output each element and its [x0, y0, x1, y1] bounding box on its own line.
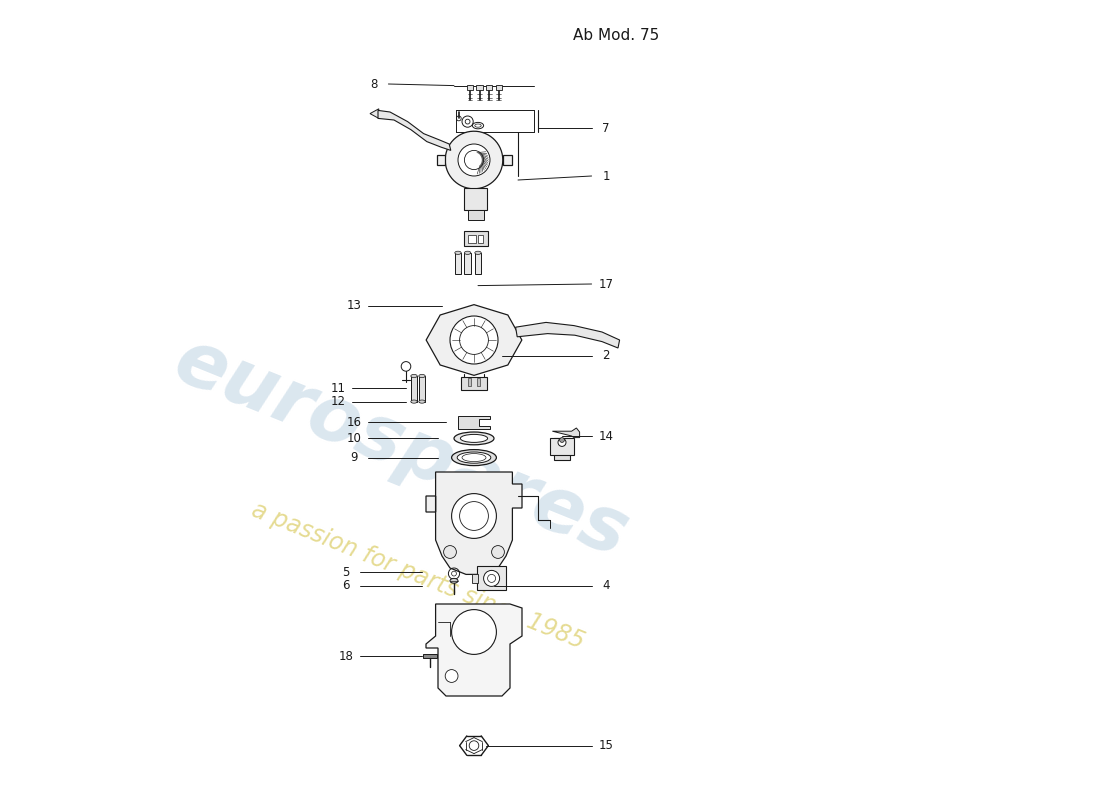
Polygon shape: [458, 416, 490, 429]
Circle shape: [443, 546, 456, 558]
Text: 5: 5: [342, 566, 350, 578]
Ellipse shape: [454, 251, 461, 254]
Bar: [461, 377, 487, 390]
Text: 12: 12: [330, 395, 345, 408]
Bar: [419, 376, 426, 402]
Text: a passion for parts since 1985: a passion for parts since 1985: [249, 498, 587, 654]
Ellipse shape: [464, 251, 471, 254]
Text: 13: 13: [346, 299, 362, 312]
Polygon shape: [378, 110, 451, 150]
Circle shape: [446, 670, 458, 682]
Circle shape: [560, 438, 564, 442]
Ellipse shape: [454, 432, 494, 445]
Text: 9: 9: [350, 451, 358, 464]
Bar: [472, 574, 478, 583]
Ellipse shape: [475, 251, 481, 254]
Text: 11: 11: [330, 382, 345, 394]
Ellipse shape: [419, 400, 426, 403]
Bar: [466, 85, 473, 90]
Ellipse shape: [558, 438, 566, 446]
Ellipse shape: [410, 374, 417, 378]
Bar: [463, 231, 487, 246]
Circle shape: [452, 610, 496, 654]
Text: 8: 8: [371, 78, 377, 90]
Polygon shape: [437, 155, 446, 165]
Circle shape: [452, 494, 496, 538]
Text: 15: 15: [598, 739, 614, 752]
Bar: [496, 85, 502, 90]
Bar: [422, 654, 437, 658]
Text: 7: 7: [603, 122, 609, 134]
Polygon shape: [552, 428, 580, 438]
Bar: [468, 235, 475, 243]
Bar: [464, 188, 487, 210]
Circle shape: [484, 570, 499, 586]
Bar: [477, 378, 481, 386]
Bar: [550, 438, 574, 455]
Polygon shape: [370, 109, 378, 118]
Bar: [468, 210, 484, 220]
Text: eurospares: eurospares: [163, 323, 638, 573]
Ellipse shape: [458, 452, 491, 463]
Circle shape: [492, 546, 505, 558]
Ellipse shape: [419, 374, 426, 378]
Text: 10: 10: [346, 432, 362, 445]
Circle shape: [450, 316, 498, 364]
Text: 6: 6: [342, 579, 350, 592]
Polygon shape: [446, 131, 503, 189]
Text: 2: 2: [603, 350, 609, 362]
Polygon shape: [426, 604, 522, 696]
Text: 16: 16: [346, 416, 362, 429]
Circle shape: [458, 144, 490, 176]
Bar: [468, 378, 471, 386]
Bar: [478, 235, 483, 243]
Bar: [554, 438, 570, 460]
Bar: [410, 376, 417, 402]
Bar: [486, 85, 493, 90]
Polygon shape: [426, 305, 521, 375]
Ellipse shape: [461, 434, 487, 442]
Polygon shape: [516, 322, 619, 348]
Bar: [454, 253, 461, 274]
Bar: [476, 85, 483, 90]
Text: 17: 17: [598, 278, 614, 290]
Ellipse shape: [410, 400, 417, 403]
Ellipse shape: [450, 578, 458, 583]
Polygon shape: [426, 472, 522, 574]
Text: Ab Mod. 75: Ab Mod. 75: [573, 28, 659, 43]
Bar: [475, 253, 481, 274]
Bar: [477, 566, 506, 590]
Text: 14: 14: [598, 430, 614, 442]
Bar: [464, 253, 471, 274]
Ellipse shape: [452, 450, 496, 466]
Polygon shape: [503, 155, 513, 165]
Text: 1: 1: [603, 170, 609, 182]
Text: 4: 4: [603, 579, 609, 592]
Text: 18: 18: [339, 650, 353, 662]
